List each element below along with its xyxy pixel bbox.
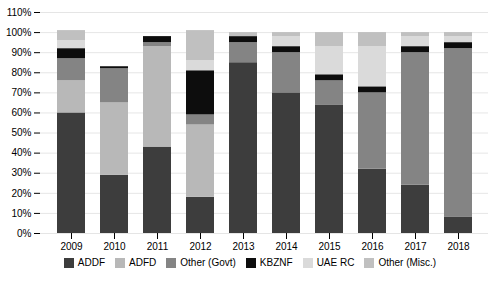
svg-text:80%: 80%	[11, 67, 31, 78]
svg-text:10%: 10%	[11, 208, 31, 219]
svg-text:2014: 2014	[275, 241, 298, 252]
svg-text:60%: 60%	[11, 107, 31, 118]
svg-text:2013: 2013	[232, 241, 255, 252]
svg-text:90%: 90%	[11, 47, 31, 58]
svg-text:2018: 2018	[447, 241, 470, 252]
svg-text:2015: 2015	[318, 241, 341, 252]
svg-text:2011: 2011	[147, 241, 169, 252]
svg-text:2017: 2017	[404, 241, 427, 252]
svg-text:50%: 50%	[11, 127, 31, 138]
svg-text:70%: 70%	[11, 87, 31, 98]
svg-text:100%: 100%	[6, 27, 32, 38]
svg-text:110%: 110%	[7, 7, 32, 18]
html-text:ADDF: ADDF	[77, 257, 105, 268]
html-text:UAE RC: UAE RC	[316, 257, 355, 268]
svg-text:0%: 0%	[17, 228, 32, 239]
html-text:KBZNF: KBZNF	[259, 257, 293, 268]
svg-text:40%: 40%	[11, 147, 31, 158]
html-text:Other (Govt): Other (Govt)	[180, 257, 236, 268]
svg-text:2012: 2012	[189, 241, 212, 252]
html-text:ADFD: ADFD	[129, 257, 157, 268]
html-text:Other (Misc.): Other (Misc.)	[378, 257, 437, 268]
svg-text:30%: 30%	[11, 167, 31, 178]
svg-text:2016: 2016	[361, 241, 384, 252]
svg-text:20%: 20%	[11, 188, 31, 199]
svg-text:2009: 2009	[60, 241, 83, 252]
svg-text:2010: 2010	[103, 241, 126, 252]
